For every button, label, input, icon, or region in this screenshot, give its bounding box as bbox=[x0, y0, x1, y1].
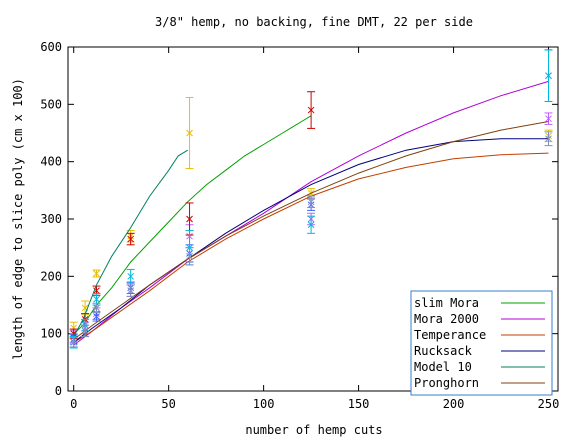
chart-title: 3/8" hemp, no backing, fine DMT, 22 per … bbox=[155, 15, 473, 29]
data-point bbox=[126, 232, 135, 246]
y-tick-label: 300 bbox=[40, 212, 62, 226]
x-tick-label: 0 bbox=[70, 397, 77, 411]
data-point bbox=[185, 96, 194, 170]
point-marker bbox=[545, 72, 552, 80]
series-group bbox=[69, 49, 553, 349]
data-point bbox=[126, 284, 135, 297]
legend-box bbox=[410, 290, 553, 396]
data-point bbox=[185, 247, 194, 266]
x-tick-label: 100 bbox=[253, 397, 275, 411]
series-model-10 bbox=[69, 49, 553, 349]
point-marker bbox=[307, 221, 315, 229]
data-point bbox=[544, 49, 553, 102]
point-marker bbox=[93, 287, 100, 295]
data-point bbox=[307, 91, 316, 129]
y-tick-label: 600 bbox=[40, 40, 62, 54]
legend-label: Model 10 bbox=[414, 360, 472, 374]
series-pronghorn bbox=[69, 121, 553, 348]
series-line bbox=[73, 152, 549, 343]
point-marker bbox=[70, 330, 78, 338]
legend: slim Mora Mora 2000 Temperance Rucksack Mode… bbox=[410, 290, 553, 396]
legend-label: Rucksack bbox=[414, 344, 473, 358]
point-marker bbox=[127, 272, 135, 280]
point-marker bbox=[186, 252, 193, 260]
series-line bbox=[73, 115, 312, 335]
series-line bbox=[73, 121, 549, 340]
data-point bbox=[544, 131, 553, 147]
data-point bbox=[307, 215, 316, 234]
point-marker bbox=[93, 295, 100, 303]
legend-label: Mora 2000 bbox=[414, 312, 479, 326]
data-point bbox=[92, 269, 101, 278]
x-tick-label: 150 bbox=[348, 397, 370, 411]
legend-label: Temperance bbox=[414, 328, 486, 342]
point-marker bbox=[545, 115, 552, 123]
point-marker bbox=[81, 304, 89, 312]
point-marker bbox=[81, 327, 89, 335]
data-point bbox=[126, 268, 135, 284]
data-point bbox=[307, 195, 316, 209]
point-marker bbox=[93, 313, 100, 320]
x-tick-label: 250 bbox=[538, 397, 560, 411]
series-temperance bbox=[69, 91, 549, 343]
point-marker bbox=[307, 106, 315, 114]
data-point bbox=[69, 337, 78, 348]
point-marker bbox=[93, 304, 100, 312]
y-tick-label: 400 bbox=[40, 155, 62, 169]
data-point bbox=[81, 324, 90, 338]
data-point bbox=[544, 112, 553, 125]
y-tick-label: 0 bbox=[55, 384, 62, 398]
y-tick-label: 100 bbox=[40, 327, 62, 341]
point-marker bbox=[186, 129, 193, 137]
y-tick-label: 200 bbox=[40, 269, 62, 283]
y-axis-label: length of edge to slice poly (cm x 100) bbox=[11, 78, 25, 360]
point-marker bbox=[70, 324, 78, 332]
legend-label: slim Mora bbox=[414, 296, 479, 310]
point-marker bbox=[127, 287, 135, 295]
point-marker bbox=[93, 270, 100, 277]
axis-ticks: 0 50 100 150 200 250 0 100 200 300 400 500 600 bbox=[40, 40, 559, 411]
point-marker bbox=[186, 215, 193, 223]
series-line bbox=[73, 149, 188, 337]
point-marker bbox=[127, 235, 135, 243]
y-tick-label: 500 bbox=[40, 97, 62, 111]
data-point bbox=[92, 302, 101, 313]
point-marker bbox=[545, 135, 552, 143]
point-marker bbox=[307, 198, 315, 206]
x-tick-label: 200 bbox=[443, 397, 465, 411]
x-axis-label: number of hemp cuts bbox=[245, 423, 382, 437]
legend-label: Pronghorn bbox=[414, 376, 479, 390]
point-marker bbox=[70, 338, 78, 346]
x-tick-label: 50 bbox=[161, 397, 175, 411]
